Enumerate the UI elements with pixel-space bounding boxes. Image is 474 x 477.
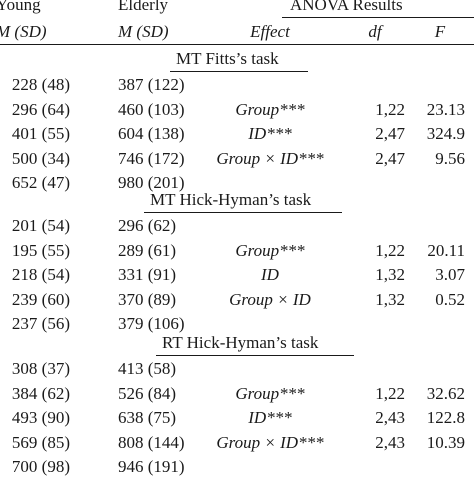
cell-df: 1,32 (375, 289, 405, 309)
cell-young: 500 (34) (11, 148, 70, 168)
cell-elderly: 379 (106) (118, 314, 185, 333)
cell-df: 1,22 (375, 383, 405, 403)
cell-elderly: 296 (62) (118, 216, 177, 235)
section-underline (156, 355, 354, 356)
cell-f: 10.39 (426, 432, 465, 452)
cell-effect: Group*** (235, 99, 305, 119)
section-title: MT Hick-Hyman’s task (150, 190, 312, 209)
cell-young: 195 (55) (11, 240, 70, 260)
cell-elderly: 980 (201) (118, 173, 185, 192)
header-df: df (368, 22, 382, 41)
header-f: F (434, 22, 446, 41)
cell-f: 324.9 (426, 124, 465, 143)
cell-f: 23.13 (426, 99, 465, 119)
header-elderly-msd: M (SD) (118, 22, 169, 41)
cell-effect: Group*** (235, 240, 305, 260)
header-elderly: Elderly (118, 0, 169, 14)
cell-effect: ID*** (248, 124, 292, 143)
cell-young: 237 (56) (11, 314, 70, 333)
section-title: RT Hick-Hyman’s task (162, 333, 319, 352)
cell-young: 569 (85) (11, 432, 70, 452)
cell-df: 2,47 (375, 148, 405, 168)
cell-df: 2,43 (375, 432, 405, 452)
cell-young: 201 (54) (11, 216, 70, 235)
cell-young: 700 (98) (11, 457, 70, 476)
cell-f: 20.11 (427, 240, 465, 260)
section-underline (144, 212, 342, 213)
cell-f: 3.07 (435, 265, 465, 284)
header-effect: Effect (250, 22, 290, 41)
cell-elderly: 638 (75) (118, 408, 177, 427)
section-underline (170, 71, 308, 72)
section-title: MT Fitts’s task (176, 49, 279, 68)
cell-df: 1,22 (375, 240, 405, 260)
cell-young: 308 (37) (11, 359, 70, 378)
cell-effect: Group*** (235, 383, 305, 403)
cell-elderly: 946 (191) (118, 457, 185, 476)
cell-effect: Group × ID*** (216, 432, 324, 452)
cell-elderly: 746 (172) (118, 148, 185, 168)
cell-f: 32.62 (426, 383, 465, 403)
cell-young: 218 (54) (11, 265, 70, 284)
cell-df: 2,43 (375, 408, 405, 427)
cell-young: 401 (55) (11, 124, 70, 143)
cell-f: 9.56 (435, 148, 465, 168)
cell-young: 652 (47) (11, 173, 70, 192)
cell-f: 122.8 (426, 408, 465, 427)
cell-elderly: 604 (138) (118, 124, 185, 143)
cell-df: 1,22 (375, 99, 405, 119)
header-rule (0, 44, 474, 45)
cell-elderly: 387 (122) (118, 75, 185, 94)
header-young: Young (0, 0, 41, 14)
cell-effect: Group × ID*** (216, 148, 324, 168)
header-young-msd: M (SD) (0, 22, 47, 41)
cell-effect: ID (261, 265, 279, 284)
cell-young: 384 (62) (11, 383, 70, 403)
cell-elderly: 460 (103) (118, 99, 185, 119)
cell-young: 239 (60) (11, 289, 70, 309)
cell-df: 2,47 (375, 124, 405, 143)
cell-elderly: 331 (91) (118, 265, 177, 284)
cell-elderly: 370 (89) (118, 289, 177, 309)
cell-young: 228 (48) (11, 75, 70, 94)
cell-f: 0.52 (435, 289, 465, 309)
cell-elderly: 289 (61) (118, 240, 177, 260)
cell-young: 296 (64) (11, 99, 70, 119)
cell-elderly: 526 (84) (118, 383, 177, 403)
cell-young: 493 (90) (11, 408, 70, 427)
cell-df: 1,32 (375, 265, 405, 284)
cell-elderly: 413 (58) (118, 359, 177, 378)
cell-effect: Group × ID (229, 289, 311, 309)
cell-elderly: 808 (144) (118, 432, 185, 452)
header-anova-results: ANOVA Results (290, 0, 403, 14)
cell-effect: ID*** (248, 408, 292, 427)
anova-underline (282, 17, 474, 18)
